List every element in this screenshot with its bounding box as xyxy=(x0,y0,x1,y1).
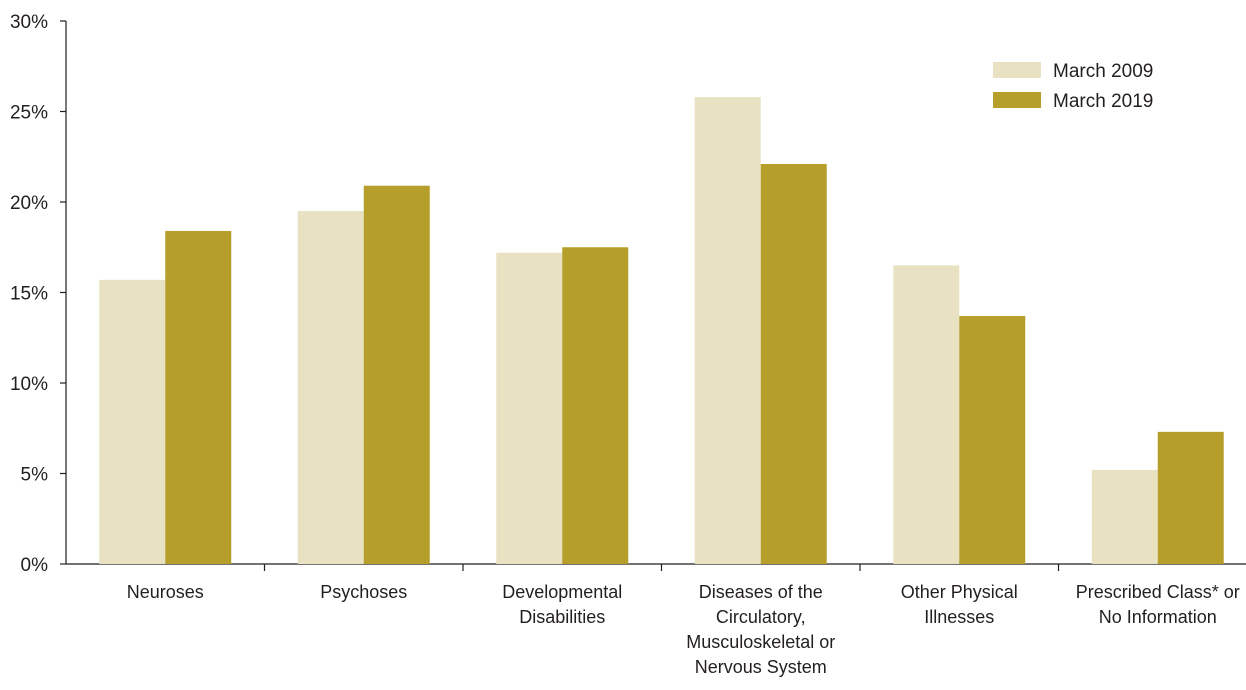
bars xyxy=(99,97,1224,565)
axes: 0% 5% 10% 15% 20% 25% 30% xyxy=(10,12,1246,576)
bar-march-2009-5 xyxy=(1091,469,1158,564)
bar-march-2009-2 xyxy=(496,252,563,564)
y-tick-label: 25% xyxy=(10,103,48,124)
legend-label: March 2019 xyxy=(1053,91,1153,112)
y-tick-label: 15% xyxy=(10,284,48,305)
bar-march-2019-1 xyxy=(363,185,430,564)
legend-swatch xyxy=(993,62,1041,78)
category-labels: Neuroses Psychoses Developmental Disabiliti… xyxy=(127,582,1240,677)
y-tick-label: 30% xyxy=(10,12,48,33)
category-label: Diseases of the Circulatory, Musculoskelet… xyxy=(686,582,835,677)
y-tick-label: 10% xyxy=(10,374,48,395)
bar-march-2009-1 xyxy=(297,211,364,565)
bar-march-2019-4 xyxy=(959,316,1026,564)
category-label: Developmental Disabilities xyxy=(502,582,622,627)
bar-march-2009-4 xyxy=(893,265,960,564)
category-label: Other Physical Illnesses xyxy=(901,582,1018,627)
y-tick-label: 20% xyxy=(10,193,48,214)
bar-march-2019-3 xyxy=(760,163,827,565)
bar-march-2019-0 xyxy=(165,230,232,564)
bar-march-2019-5 xyxy=(1157,431,1224,564)
bar-march-2019-2 xyxy=(562,247,629,564)
legend-label: March 2009 xyxy=(1053,61,1153,82)
y-tick-label: 5% xyxy=(21,465,49,486)
category-label: Neuroses xyxy=(127,582,204,602)
legend: March 2009 March 2019 xyxy=(993,61,1153,112)
y-tick-label: 0% xyxy=(21,555,49,576)
legend-swatch xyxy=(993,92,1041,108)
bar-march-2009-0 xyxy=(99,279,166,564)
category-label: Prescribed Class* or No Information xyxy=(1076,582,1240,627)
bar-march-2009-3 xyxy=(694,97,761,565)
category-label: Psychoses xyxy=(320,582,407,602)
